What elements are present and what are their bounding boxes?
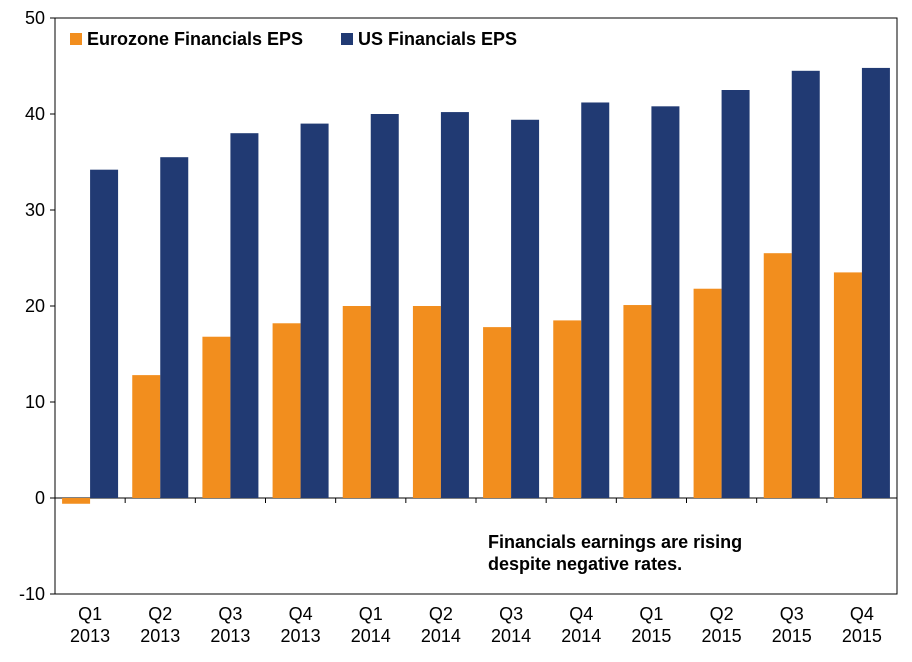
eurozone-eps-bar — [132, 375, 161, 498]
legend-swatch — [341, 33, 353, 45]
eurozone-eps-bar — [272, 323, 301, 498]
y-tick-label: 50 — [25, 8, 45, 28]
eurozone-eps-bar — [763, 253, 792, 498]
y-tick-label: -10 — [19, 584, 45, 604]
legend-label: Eurozone Financials EPS — [87, 29, 303, 49]
eurozone-eps-bar — [693, 288, 722, 498]
x-tick-label: Q2 2014 — [421, 604, 461, 646]
us-eps-bar — [581, 102, 610, 498]
us-eps-bar — [230, 133, 259, 498]
eurozone-eps-bar — [833, 272, 862, 498]
legend-swatch — [70, 33, 82, 45]
x-tick-label: Q3 2015 — [772, 604, 812, 646]
eurozone-eps-bar — [62, 498, 91, 504]
x-tick-label: Q2 2013 — [140, 604, 180, 646]
us-eps-bar — [300, 123, 329, 498]
us-eps-bar — [511, 119, 540, 498]
series-us — [90, 67, 890, 499]
y-tick-label: 30 — [25, 200, 45, 220]
x-tick-label: Q1 2013 — [70, 604, 110, 646]
x-tick-label: Q1 2015 — [631, 604, 671, 646]
legend-label: US Financials EPS — [358, 29, 517, 49]
y-tick-label: 20 — [25, 296, 45, 316]
x-tick-label: Q4 2015 — [842, 604, 882, 646]
us-eps-bar — [90, 169, 119, 498]
us-eps-bar — [791, 70, 820, 499]
us-eps-bar — [370, 114, 399, 498]
y-tick-label: 40 — [25, 104, 45, 124]
us-eps-bar — [440, 112, 469, 498]
chart-annotation: Financials earnings are rising despite ne… — [488, 532, 742, 574]
x-tick-label: Q4 2013 — [281, 604, 321, 646]
us-eps-bar — [721, 90, 750, 498]
axes: -10 0 10 20 30 40 50 Q1 2013 Q2 2013 Q3 2013 Q4 2013 Q1… — [19, 8, 898, 646]
us-eps-bar — [651, 106, 680, 498]
y-tick-label: 10 — [25, 392, 45, 412]
us-eps-bar — [861, 67, 890, 499]
us-eps-bar — [160, 157, 189, 498]
legend: Eurozone Financials EPS US Financials EPS — [70, 29, 517, 49]
x-tick-label: Q3 2014 — [491, 604, 531, 646]
eurozone-eps-bar — [412, 306, 441, 498]
eurozone-eps-bar — [623, 305, 652, 498]
x-tick-label: Q3 2013 — [210, 604, 250, 646]
x-tick-label: Q1 2014 — [351, 604, 391, 646]
eurozone-eps-bar — [483, 327, 512, 498]
x-tick-label: Q4 2014 — [561, 604, 601, 646]
y-tick-label: 0 — [35, 488, 45, 508]
eurozone-eps-bar — [342, 306, 371, 498]
eurozone-eps-bar — [553, 320, 582, 498]
eurozone-eps-bar — [202, 336, 231, 498]
x-tick-label: Q2 2015 — [702, 604, 742, 646]
series-eurozone — [62, 253, 862, 504]
